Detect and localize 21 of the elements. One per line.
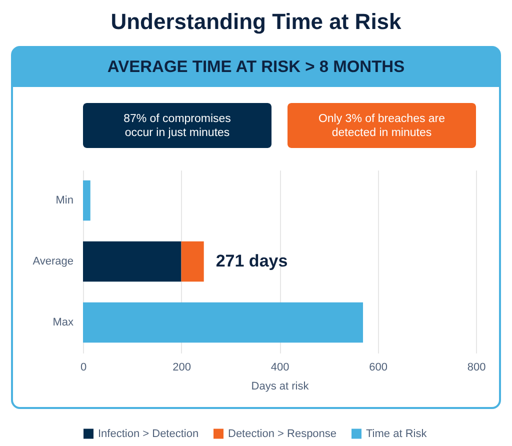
y-tick-label: Average xyxy=(32,256,74,268)
text: 87% of compromises occur in just minutes xyxy=(124,113,232,139)
bar xyxy=(83,302,364,343)
x-tick-label: 200 xyxy=(172,362,191,374)
x-tick-label: 800 xyxy=(467,362,486,374)
legend-label: Time at Risk xyxy=(366,428,428,440)
legend-label: Detection > Response xyxy=(228,428,337,440)
legend-label: Infection > Detection xyxy=(98,428,199,440)
bar xyxy=(83,241,182,282)
y-tick-label: Min xyxy=(56,194,74,206)
annotation: 271 days xyxy=(216,252,288,270)
x-tick-label: 600 xyxy=(369,362,388,374)
text: Only 3% of breaches are detected in minutes xyxy=(318,113,446,139)
chart-subtitle: AVERAGE TIME AT RISK > 8 MONTHS xyxy=(107,58,405,76)
x-axis-title: Days at risk xyxy=(251,380,310,392)
x-tick-label: 0 xyxy=(80,362,87,374)
bar xyxy=(83,180,90,221)
y-tick-label: Max xyxy=(52,316,74,328)
x-tick-label: 400 xyxy=(270,362,290,374)
bar xyxy=(181,241,204,282)
chart-title: Understanding Time at Risk xyxy=(110,9,402,34)
